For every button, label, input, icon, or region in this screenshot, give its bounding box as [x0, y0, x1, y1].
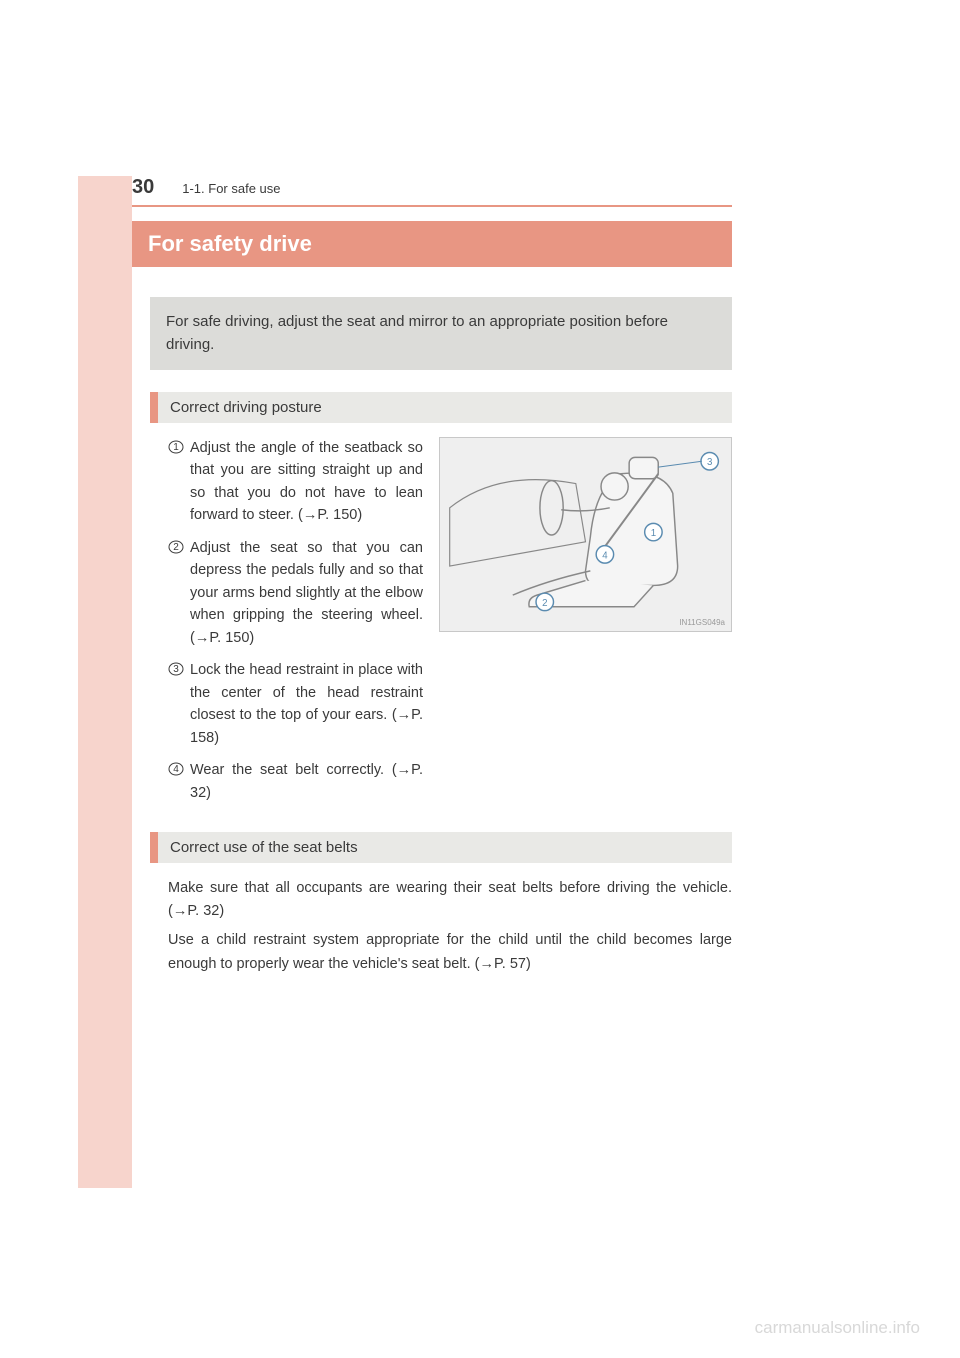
item-number-icon: 1	[168, 439, 190, 457]
posture-header: Correct driving posture	[150, 392, 732, 423]
side-tab	[78, 176, 132, 1188]
svg-text:1: 1	[173, 442, 179, 453]
posture-list: 1 Adjust the angle of the seatback so th…	[168, 437, 423, 814]
svg-text:3: 3	[707, 457, 712, 468]
illustration-citation: IN11GS049a	[679, 618, 725, 627]
belts-paragraph: Use a child restraint system appropriate…	[168, 929, 732, 975]
svg-text:2: 2	[173, 542, 179, 553]
page-header: 30 1-1. For safe use	[132, 176, 732, 207]
item-text: Adjust the seat so that you can depress …	[190, 537, 423, 649]
belts-paragraph: Make sure that all occupants are wearing…	[168, 877, 732, 923]
svg-text:2: 2	[542, 598, 547, 609]
section-reference: 1-1. For safe use	[182, 181, 280, 196]
intro-box: For safe driving, adjust the seat and mi…	[150, 297, 732, 370]
svg-text:3: 3	[173, 664, 179, 675]
svg-text:4: 4	[602, 550, 608, 561]
main-title: For safety drive	[132, 221, 732, 267]
item-number-icon: 3	[168, 661, 190, 679]
svg-text:4: 4	[173, 764, 179, 775]
item-number-icon: 4	[168, 761, 190, 779]
content-area: 30 1-1. For safe use For safety drive Fo…	[132, 176, 732, 982]
belts-header: Correct use of the seat belts	[150, 832, 732, 863]
list-item: 2 Adjust the seat so that you can depres…	[168, 537, 423, 649]
belts-text: Make sure that all occupants are wearing…	[168, 877, 732, 976]
driving-posture-illustration: 1 2 3 4 IN11GS049a	[439, 437, 732, 632]
item-text: Adjust the angle of the seatback so that…	[190, 437, 423, 527]
posture-section: 1 Adjust the angle of the seatback so th…	[168, 437, 732, 814]
svg-text:1: 1	[651, 528, 656, 539]
watermark: carmanualsonline.info	[755, 1318, 920, 1338]
item-number-icon: 2	[168, 539, 190, 557]
page-number: 30	[132, 176, 154, 199]
item-text: Lock the head restraint in place with th…	[190, 659, 423, 749]
list-item: 4 Wear the seat belt correctly. (→P. 32)	[168, 759, 423, 804]
item-text: Wear the seat belt correctly. (→P. 32)	[190, 759, 423, 804]
list-item: 3 Lock the head restraint in place with …	[168, 659, 423, 749]
list-item: 1 Adjust the angle of the seatback so th…	[168, 437, 423, 527]
